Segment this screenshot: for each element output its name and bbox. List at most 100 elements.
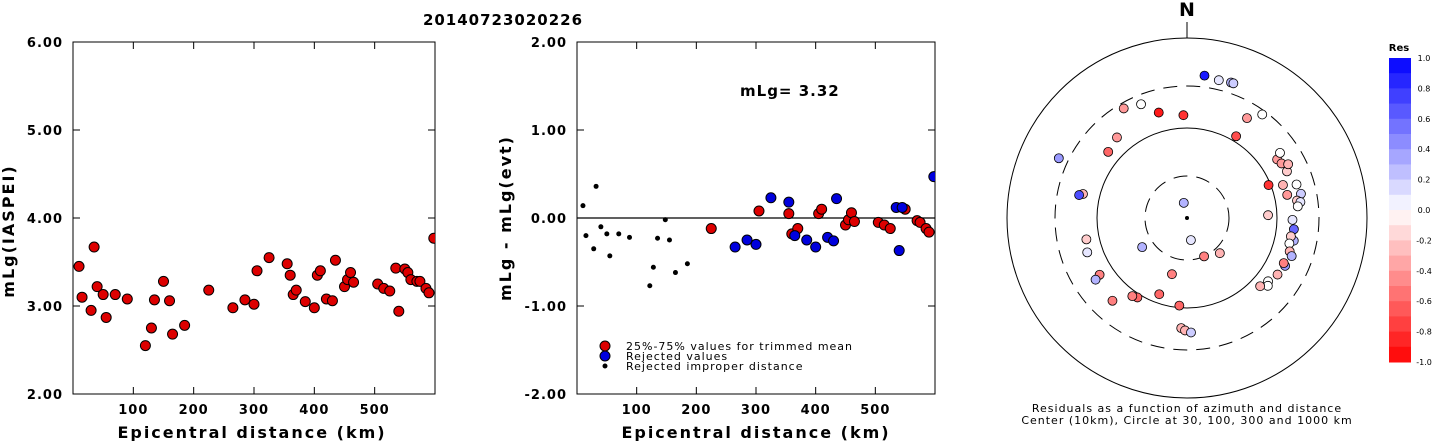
plot2-annotation-mlg: mLg= 3.32 bbox=[740, 82, 840, 100]
colorbar-cell bbox=[1389, 73, 1411, 89]
data-point bbox=[928, 171, 935, 183]
station-residual-point bbox=[1199, 251, 1209, 262]
station-residual-point bbox=[1053, 153, 1064, 164]
station-residual-point bbox=[1178, 197, 1189, 208]
y-tick-label: 3.00 bbox=[27, 300, 63, 315]
station-residual-point bbox=[1278, 180, 1288, 190]
x-tick-label: 400 bbox=[801, 403, 831, 418]
data-point bbox=[893, 245, 905, 257]
data-point bbox=[164, 295, 176, 307]
legend-label-trimmed: 25%-75% values for trimmed mean bbox=[626, 340, 853, 353]
plot2-y-axis-label: mLg - mLg(evt) bbox=[496, 135, 515, 301]
station-residual-point bbox=[1213, 75, 1224, 86]
data-point bbox=[750, 238, 762, 250]
station-residual-point bbox=[1107, 295, 1118, 306]
station-residual-point bbox=[1286, 251, 1297, 261]
station-residual-point bbox=[1137, 242, 1148, 253]
plot2-y-ticks: -2.00 -1.00 0.00 1.00 2.00 bbox=[525, 36, 935, 403]
y-tick-label: 0.00 bbox=[531, 212, 567, 227]
data-point bbox=[423, 287, 435, 299]
data-point bbox=[414, 275, 426, 287]
colorbar-cell bbox=[1389, 270, 1411, 287]
colorbar-tick-label: 0.0 bbox=[1418, 206, 1431, 215]
y-tick-label: 4.00 bbox=[27, 212, 63, 227]
colorbar-cell bbox=[1389, 134, 1411, 150]
data-point bbox=[326, 295, 338, 307]
data-point bbox=[121, 293, 133, 305]
station-residual-point bbox=[1153, 107, 1164, 118]
data-point bbox=[810, 241, 822, 253]
data-point bbox=[390, 262, 402, 274]
station-residual-point bbox=[1118, 103, 1129, 114]
y-tick-label: 2.00 bbox=[27, 388, 63, 403]
station-residual-point bbox=[1186, 327, 1196, 338]
data-point bbox=[329, 254, 341, 266]
data-point bbox=[741, 234, 753, 246]
figure-title: 20140723020226 bbox=[423, 11, 583, 29]
station-residual-point bbox=[1081, 234, 1092, 245]
colorbar-cell bbox=[1389, 58, 1411, 74]
station-residual-point bbox=[1199, 70, 1210, 81]
data-point bbox=[583, 233, 589, 239]
data-point bbox=[239, 294, 251, 306]
polar-center bbox=[1185, 216, 1189, 220]
panel-residual: 100 200 300 400 500 -2.00 -1.00 0.00 1.00 2.00 m… bbox=[496, 36, 936, 441]
polar-circle-30km bbox=[1144, 175, 1230, 261]
y-tick-label: 6.00 bbox=[27, 36, 63, 51]
station-residual-point bbox=[1136, 99, 1146, 110]
plot1-y-ticks: 2.00 3.00 4.00 5.00 6.00 bbox=[27, 36, 435, 403]
data-point bbox=[179, 319, 191, 331]
colorbar-cell bbox=[1389, 194, 1411, 211]
data-point bbox=[647, 283, 653, 289]
data-point bbox=[884, 223, 896, 235]
data-point bbox=[281, 258, 293, 270]
data-point bbox=[765, 192, 777, 204]
data-point bbox=[91, 281, 103, 293]
station-residual-point bbox=[1242, 113, 1252, 124]
x-tick-label: 400 bbox=[299, 403, 329, 418]
station-residual-point bbox=[1082, 247, 1093, 258]
station-residual-point bbox=[1263, 180, 1274, 190]
colorbar-cell bbox=[1389, 255, 1411, 272]
x-tick-label: 100 bbox=[118, 403, 148, 418]
data-point bbox=[345, 267, 357, 279]
station-residual-point bbox=[1214, 248, 1225, 259]
legend-marker-rejected bbox=[599, 350, 611, 362]
station-residual-point bbox=[1174, 300, 1185, 311]
data-point bbox=[148, 294, 160, 306]
station-residual-point bbox=[1275, 147, 1285, 158]
data-point bbox=[314, 265, 326, 277]
y-tick-label: -1.00 bbox=[525, 300, 567, 315]
station-residual-point bbox=[1178, 110, 1189, 121]
plot2-legend: 25%-75% values for trimmed mean Rejected… bbox=[599, 340, 853, 373]
plot1-x-ticks: 100 200 300 400 500 bbox=[118, 42, 389, 418]
data-point bbox=[598, 224, 604, 230]
station-residual-point bbox=[1291, 179, 1302, 190]
station-residual-point bbox=[1103, 146, 1114, 157]
plot1-y-axis-label: mLg(IASPEI) bbox=[0, 164, 18, 297]
data-point bbox=[251, 265, 263, 277]
data-point bbox=[593, 183, 599, 189]
data-point bbox=[896, 201, 908, 213]
colorbar-tick-label: 0.2 bbox=[1418, 176, 1431, 185]
data-point bbox=[655, 235, 661, 241]
data-point bbox=[393, 305, 405, 317]
x-tick-label: 200 bbox=[681, 403, 711, 418]
data-point bbox=[580, 203, 586, 209]
data-point bbox=[158, 275, 169, 287]
colorbar-tick-label: 0.6 bbox=[1418, 115, 1431, 124]
colorbar-tick-label: -0.2 bbox=[1416, 236, 1432, 245]
colorbar-cell bbox=[1389, 316, 1411, 333]
colorbar-cell bbox=[1389, 301, 1411, 317]
station-residual-point bbox=[1282, 189, 1293, 200]
station-residual-point bbox=[1272, 269, 1283, 280]
x-tick-label: 200 bbox=[179, 403, 209, 418]
data-point bbox=[428, 232, 435, 244]
plot2-x-ticks: 100 200 300 400 500 bbox=[622, 42, 889, 418]
colorbar-cells bbox=[1389, 58, 1411, 363]
colorbar-ticks: 1.0 0.8 0.6 0.4 0.2 0.0 -0.2 -0.4 -0.6 -0.8 -1.0 bbox=[1416, 54, 1432, 367]
data-point bbox=[923, 226, 935, 238]
y-tick-label: 1.00 bbox=[531, 124, 567, 139]
data-point bbox=[109, 289, 121, 301]
colorbar-tick-label: -0.4 bbox=[1416, 267, 1432, 276]
